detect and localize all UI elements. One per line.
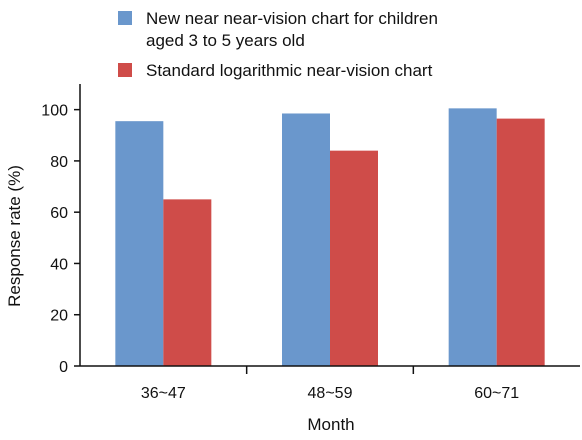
x-axis-title: Month — [307, 415, 354, 434]
legend-swatch-series-1 — [118, 11, 132, 25]
bar-series-2-60~71 — [496, 118, 545, 366]
legend-label-series-1-line-1: New near near-vision chart for children — [146, 9, 438, 28]
y-axis-title: Response rate (%) — [5, 165, 24, 307]
y-tick-label-40: 40 — [50, 256, 68, 273]
y-tick-label-60: 60 — [50, 205, 68, 222]
plot-area: 0 20 40 60 80 100 36~47 48~59 60~71 — [41, 84, 580, 402]
x-tick-label-48~59: 48~59 — [308, 385, 353, 402]
bar-series-2-36~47 — [163, 199, 212, 366]
legend-swatch-series-2 — [118, 63, 132, 77]
x-tick-label-36~47: 36~47 — [141, 385, 186, 402]
legend: New near near-vision chart for children … — [118, 9, 438, 80]
bar-series-1-36~47 — [115, 121, 164, 366]
bar-series-1-60~71 — [448, 108, 497, 366]
bar-series-1-48~59 — [282, 113, 330, 367]
y-tick-label-80: 80 — [50, 154, 68, 171]
legend-label-series-2: Standard logarithmic near-vision chart — [146, 61, 433, 80]
y-tick-label-20: 20 — [50, 308, 68, 325]
x-tick-label-60~71: 60~71 — [474, 385, 519, 402]
y-tick-label-0: 0 — [59, 359, 68, 376]
bar-series-2-48~59 — [330, 150, 378, 366]
y-tick-label-100: 100 — [41, 103, 68, 120]
legend-label-series-1-line-2: aged 3 to 5 years old — [146, 31, 305, 50]
